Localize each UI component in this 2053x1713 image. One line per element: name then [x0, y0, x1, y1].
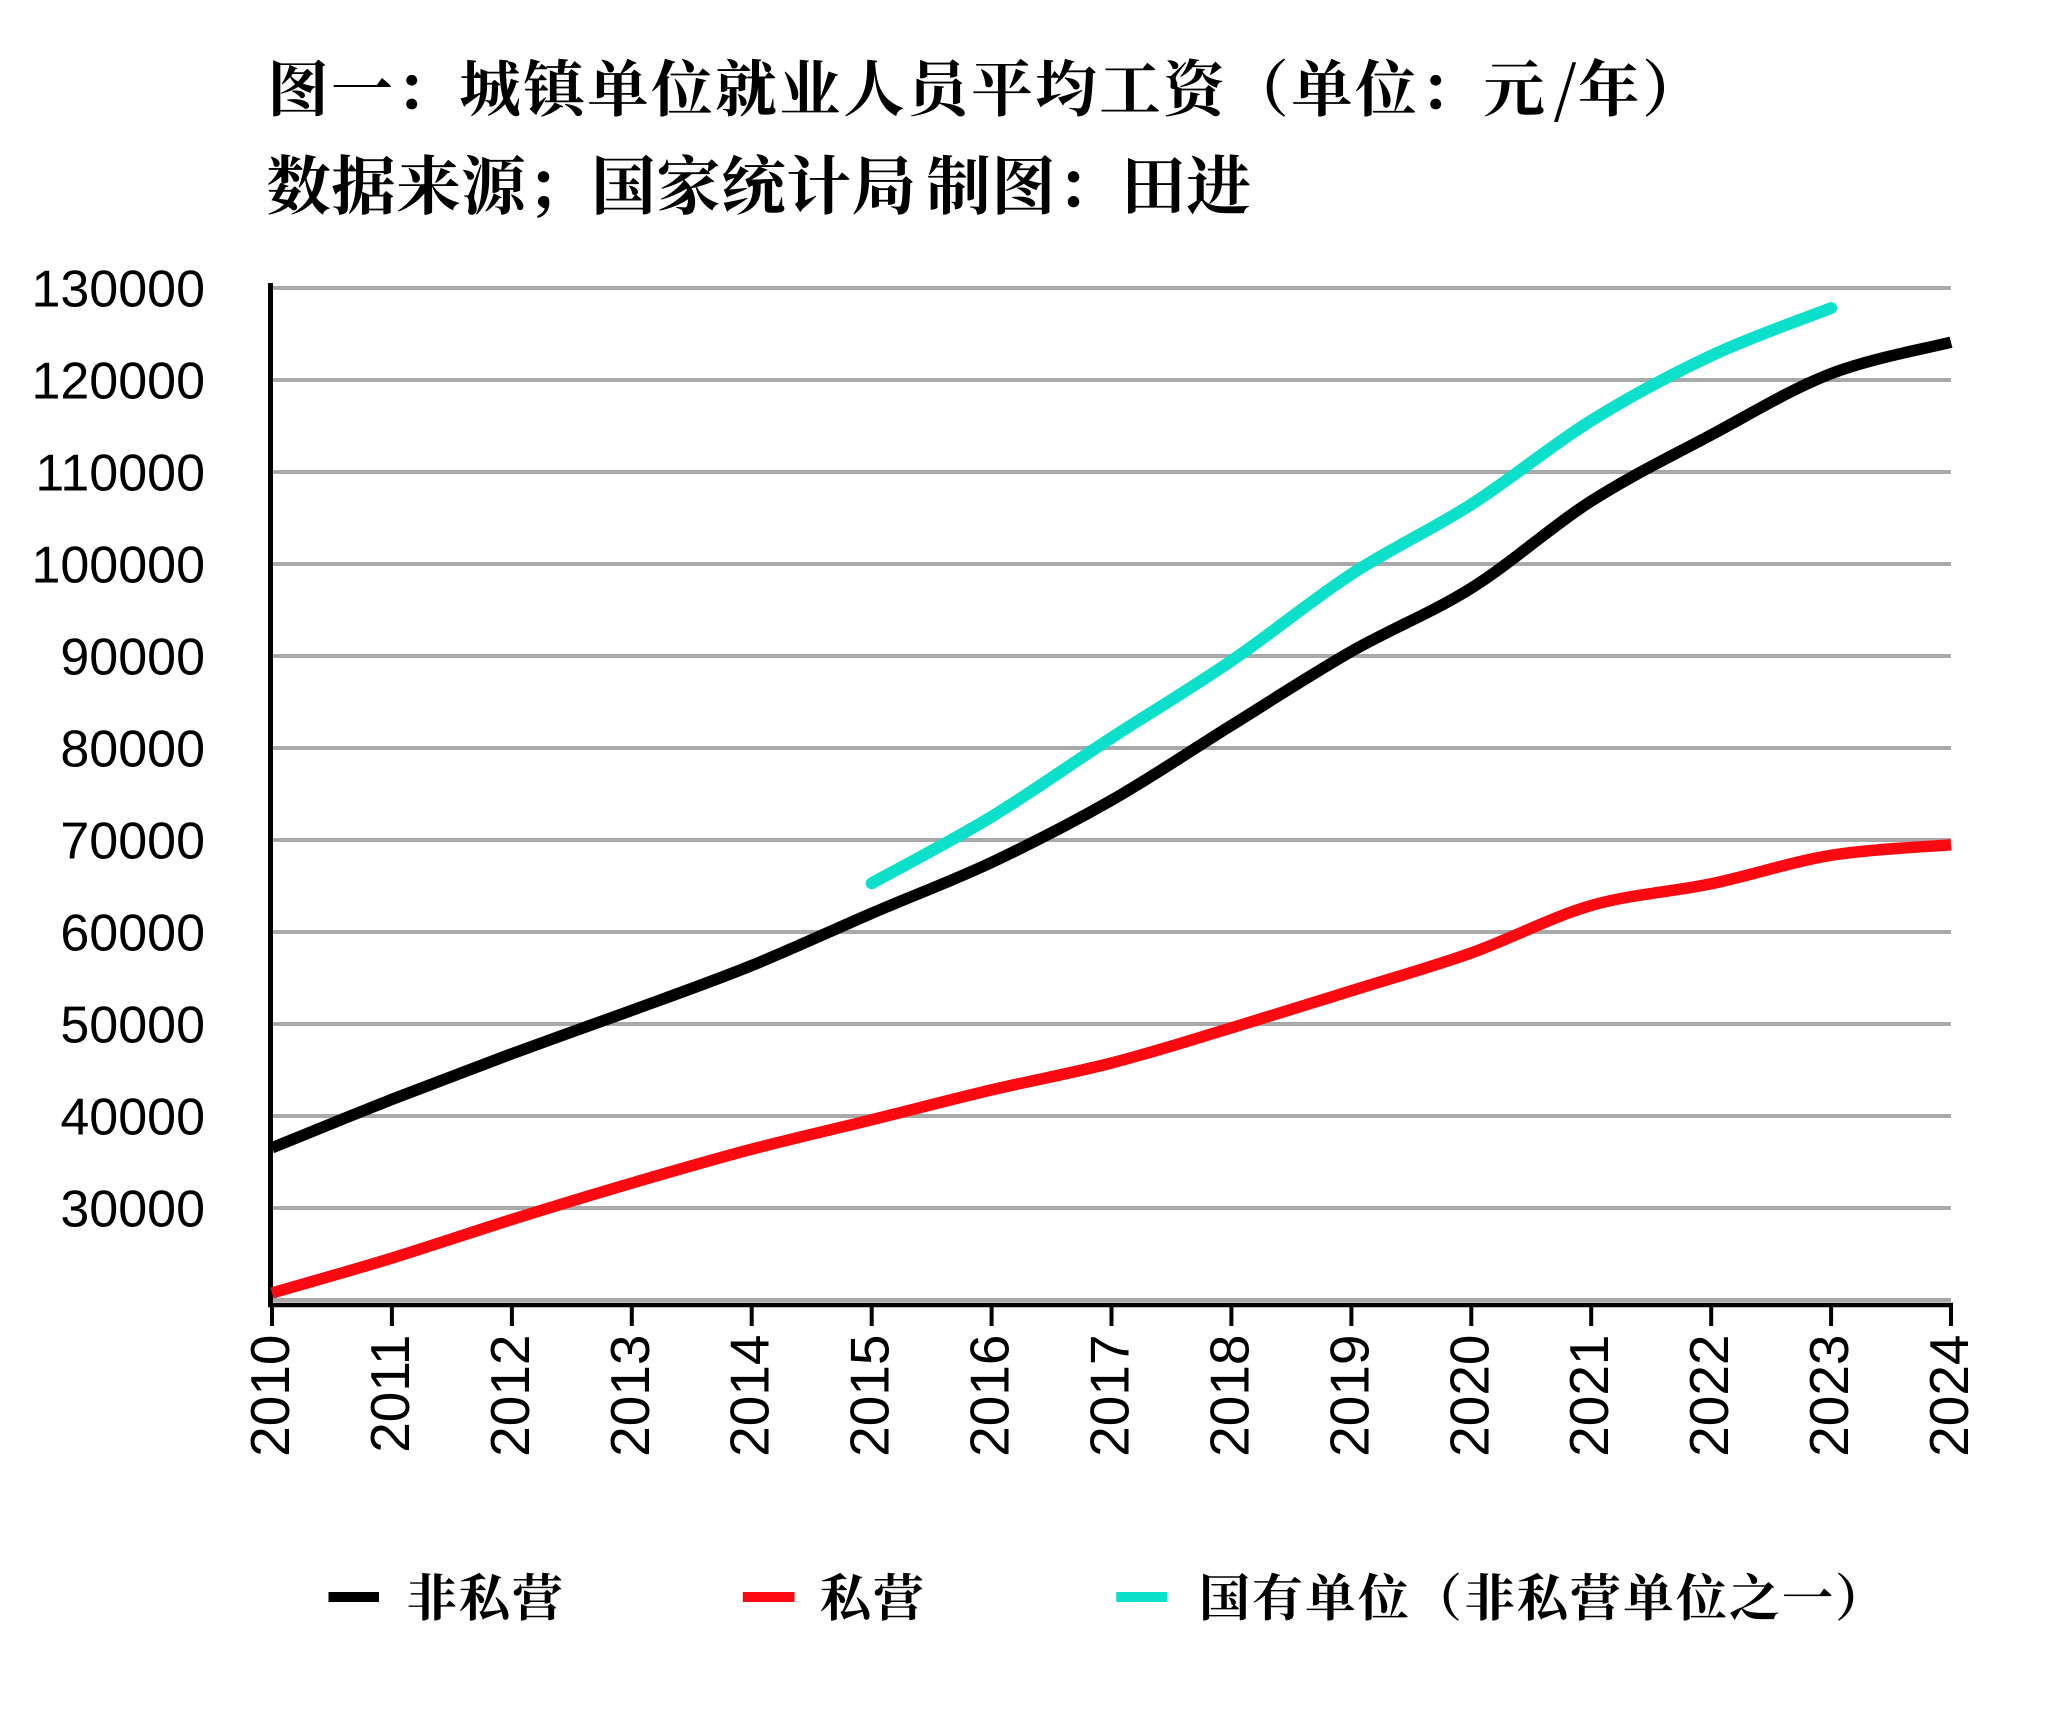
svg-text:2014: 2014 [719, 1335, 781, 1457]
svg-text:90000: 90000 [60, 629, 205, 687]
svg-text:110000: 110000 [35, 445, 205, 503]
svg-text:2019: 2019 [1318, 1335, 1380, 1457]
svg-text:2017: 2017 [1079, 1335, 1141, 1457]
svg-text:30000: 30000 [60, 1181, 205, 1239]
svg-text:2024: 2024 [1918, 1335, 1980, 1457]
svg-text:2022: 2022 [1678, 1335, 1740, 1457]
svg-text:2011: 2011 [359, 1335, 421, 1453]
svg-text:80000: 80000 [60, 721, 205, 779]
svg-text:120000: 120000 [31, 353, 205, 411]
svg-text:2020: 2020 [1438, 1335, 1500, 1457]
svg-text:100000: 100000 [31, 537, 205, 595]
svg-text:2018: 2018 [1198, 1335, 1260, 1457]
svg-text:2015: 2015 [839, 1335, 901, 1457]
svg-text:2012: 2012 [479, 1335, 541, 1457]
svg-text:2010: 2010 [239, 1335, 301, 1457]
svg-text:2021: 2021 [1558, 1335, 1620, 1457]
svg-text:70000: 70000 [60, 813, 205, 871]
svg-text:2016: 2016 [959, 1335, 1021, 1457]
svg-text:2023: 2023 [1798, 1335, 1860, 1457]
svg-text:50000: 50000 [60, 997, 205, 1055]
svg-text:2013: 2013 [599, 1335, 661, 1457]
svg-text:60000: 60000 [60, 905, 205, 963]
svg-text:40000: 40000 [60, 1089, 205, 1147]
svg-text:130000: 130000 [31, 261, 205, 319]
